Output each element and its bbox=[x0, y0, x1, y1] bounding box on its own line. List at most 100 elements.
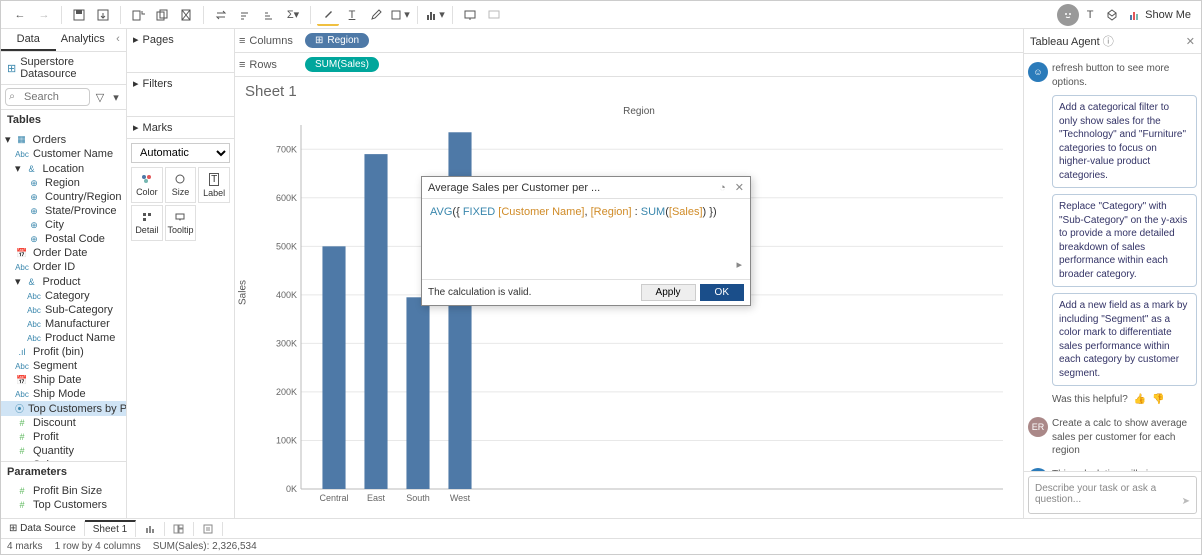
param-top-customers[interactable]: #Top Customers bbox=[1, 498, 126, 512]
agent-input-box[interactable]: Describe your task or ask a question... … bbox=[1028, 476, 1197, 514]
thumbs-down-icon[interactable]: 👎 bbox=[1152, 394, 1164, 405]
sort-desc-button[interactable] bbox=[258, 4, 280, 26]
close-icon[interactable]: ✕ bbox=[735, 182, 744, 194]
ok-button[interactable]: OK bbox=[700, 284, 744, 301]
sort-asc-button[interactable] bbox=[234, 4, 256, 26]
rows-shelf[interactable]: ≡Rows SUM(Sales) bbox=[235, 53, 1023, 77]
pages-shelf[interactable]: ▸Pages bbox=[133, 33, 228, 46]
agent-response: ☺ This calculation will give you the ave… bbox=[1028, 464, 1197, 472]
filter-fields-button[interactable]: ▽ bbox=[92, 89, 108, 105]
agent-avatar-icon-2: ☺ bbox=[1028, 468, 1048, 472]
guide-button[interactable] bbox=[1101, 4, 1123, 26]
svg-text:500K: 500K bbox=[276, 241, 297, 251]
suggestion-2[interactable]: Replace "Category" with "Sub-Category" o… bbox=[1052, 194, 1197, 287]
text-button[interactable]: T bbox=[341, 4, 363, 26]
marks-shelf[interactable]: ▸Marks bbox=[133, 121, 228, 134]
fields-menu-button[interactable]: ▾ bbox=[110, 89, 122, 105]
marks-tooltip[interactable]: Tooltip bbox=[165, 205, 197, 241]
agent-icon[interactable] bbox=[1057, 4, 1079, 26]
marks-detail[interactable]: Detail bbox=[131, 205, 163, 241]
new-worksheet-tab[interactable] bbox=[136, 522, 165, 536]
field-customer-name[interactable]: AbcCustomer Name bbox=[1, 147, 126, 161]
field-top-customers[interactable]: ⦿Top Customers by P... bbox=[1, 401, 126, 416]
field-profit[interactable]: #Profit bbox=[1, 430, 126, 444]
presentation-button[interactable] bbox=[459, 4, 481, 26]
tables-header: Tables bbox=[1, 110, 126, 130]
field-postal-code[interactable]: ⊕Postal Code bbox=[1, 232, 126, 246]
tab-data-source[interactable]: ⊞ Data Source bbox=[1, 521, 85, 536]
apply-button[interactable]: Apply bbox=[641, 284, 696, 301]
marks-type-dropdown[interactable]: Automatic bbox=[131, 143, 230, 163]
pill-region[interactable]: ⊞ Region bbox=[305, 33, 369, 48]
search-input[interactable] bbox=[5, 88, 90, 106]
field-ship-date[interactable]: 📅Ship Date bbox=[1, 373, 126, 387]
field-order-date[interactable]: 📅Order Date bbox=[1, 246, 126, 260]
status-bar: 4 marks 1 row by 4 columns SUM(Sales): 2… bbox=[1, 538, 1201, 554]
save-button[interactable] bbox=[68, 4, 90, 26]
calc-formula[interactable]: AVG({ FIXED [Customer Name], [Region] : … bbox=[422, 199, 750, 279]
svg-text:400K: 400K bbox=[276, 290, 297, 300]
panel-collapse[interactable]: ‹ bbox=[110, 29, 126, 51]
field-manufacturer[interactable]: AbcManufacturer bbox=[1, 317, 126, 331]
device-button[interactable] bbox=[483, 4, 505, 26]
suggestion-3[interactable]: Add a new field as a mark by including "… bbox=[1052, 293, 1197, 386]
new-worksheet-button[interactable] bbox=[127, 4, 149, 26]
fit-button[interactable]: ▾ bbox=[389, 4, 411, 26]
field-ship-mode[interactable]: AbcShip Mode bbox=[1, 387, 126, 401]
send-icon[interactable]: ➤ bbox=[1182, 496, 1190, 507]
save-as-button[interactable] bbox=[92, 4, 114, 26]
user-message: ER Create a calc to show average sales p… bbox=[1028, 413, 1197, 464]
agent-close-icon[interactable]: ✕ bbox=[1186, 35, 1195, 48]
info-icon[interactable]: ⓘ bbox=[1103, 36, 1114, 48]
marks-color[interactable]: Color bbox=[131, 167, 163, 203]
field-product[interactable]: ▾&Product bbox=[1, 274, 126, 289]
highlight-button[interactable] bbox=[317, 4, 339, 26]
new-dashboard-tab[interactable] bbox=[165, 522, 194, 536]
tab-data[interactable]: Data bbox=[1, 29, 56, 51]
param-profit-bin-size[interactable]: #Profit Bin Size bbox=[1, 484, 126, 498]
thumbs-up-icon[interactable]: 👍 bbox=[1134, 394, 1146, 405]
field-segment[interactable]: AbcSegment bbox=[1, 359, 126, 373]
field-profit-bin[interactable]: .ılProfit (bin) bbox=[1, 345, 126, 359]
table-orders[interactable]: ▾▦Orders bbox=[1, 132, 126, 147]
tab-sheet1[interactable]: Sheet 1 bbox=[85, 520, 136, 537]
agent-avatar-icon: ☺ bbox=[1028, 62, 1048, 82]
swap-button[interactable] bbox=[210, 4, 232, 26]
field-city[interactable]: ⊕City bbox=[1, 218, 126, 232]
calc-title: Average Sales per Customer per ... bbox=[428, 182, 600, 194]
marks-size[interactable]: Size bbox=[165, 167, 197, 203]
calc-expand-icon[interactable]: ◔ bbox=[719, 182, 726, 194]
back-button[interactable]: ← bbox=[9, 4, 31, 26]
fields-tree: ▾▦Orders AbcCustomer Name ▾&Location ⊕Re… bbox=[1, 130, 126, 461]
status-dims: 1 row by 4 columns bbox=[55, 541, 141, 552]
field-discount[interactable]: #Discount bbox=[1, 416, 126, 430]
field-order-id[interactable]: AbcOrder ID bbox=[1, 260, 126, 274]
duplicate-button[interactable] bbox=[151, 4, 173, 26]
sheet-title[interactable]: Sheet 1 bbox=[235, 77, 1023, 106]
clear-button[interactable] bbox=[175, 4, 197, 26]
field-category[interactable]: AbcCategory bbox=[1, 289, 126, 303]
format-button[interactable]: T bbox=[1079, 4, 1101, 26]
field-location[interactable]: ▾&Location bbox=[1, 161, 126, 176]
field-state-province[interactable]: ⊕State/Province bbox=[1, 204, 126, 218]
chart-type-button[interactable]: ▾ bbox=[424, 4, 446, 26]
tab-analytics[interactable]: Analytics bbox=[56, 29, 111, 51]
bottom-tabs: ⊞ Data Source Sheet 1 bbox=[1, 518, 1201, 538]
calc-dialog: Average Sales per Customer per ... ◔ ✕ A… bbox=[421, 176, 751, 306]
filters-shelf[interactable]: ▸Filters bbox=[133, 77, 228, 90]
datasource-row[interactable]: ⊞ Superstore Datasource bbox=[1, 52, 126, 85]
forward-button[interactable]: → bbox=[33, 4, 55, 26]
field-product-name[interactable]: AbcProduct Name bbox=[1, 331, 126, 345]
pill-sum-sales[interactable]: SUM(Sales) bbox=[305, 57, 379, 72]
field-region[interactable]: ⊕Region bbox=[1, 176, 126, 190]
suggestion-1[interactable]: Add a categorical filter to only show sa… bbox=[1052, 95, 1197, 188]
new-story-tab[interactable] bbox=[194, 522, 223, 536]
totals-button[interactable]: Σ▾ bbox=[282, 4, 304, 26]
field-quantity[interactable]: #Quantity bbox=[1, 444, 126, 458]
showme-button[interactable]: Show Me bbox=[1123, 7, 1197, 23]
columns-shelf[interactable]: ≡Columns ⊞ Region bbox=[235, 29, 1023, 53]
field-country-region[interactable]: ⊕Country/Region bbox=[1, 190, 126, 204]
field-sub-category[interactable]: AbcSub-Category bbox=[1, 303, 126, 317]
marks-label[interactable]: TLabel bbox=[198, 167, 230, 203]
pen-button[interactable] bbox=[365, 4, 387, 26]
